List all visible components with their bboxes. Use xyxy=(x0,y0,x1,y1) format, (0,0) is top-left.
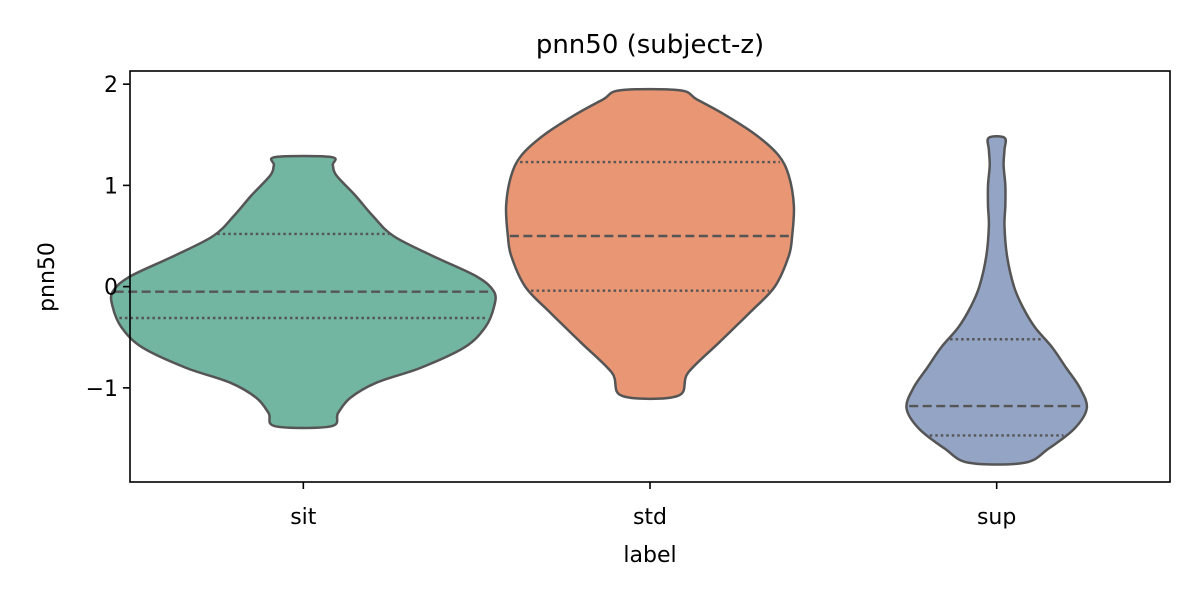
x-tick-label: sit xyxy=(290,505,317,530)
y-tick-label: 0 xyxy=(104,276,118,301)
chart-title: pnn50 (subject-z) xyxy=(536,30,764,60)
violin-body-sit xyxy=(109,154,497,430)
violin-sit xyxy=(109,154,497,430)
x-axis: sit std sup xyxy=(290,482,1016,530)
violin-body-std xyxy=(504,87,796,401)
x-tick-label: std xyxy=(633,505,667,530)
y-axis-label: pnn50 xyxy=(35,242,60,312)
y-tick-label: 2 xyxy=(104,73,118,98)
violins-layer xyxy=(109,87,1089,466)
violin-sup xyxy=(905,135,1089,466)
y-tick-label: 1 xyxy=(104,174,118,199)
x-axis-label: label xyxy=(623,543,676,568)
violin-std xyxy=(504,87,796,401)
y-axis: −1 0 1 2 xyxy=(86,73,130,402)
x-tick-label: sup xyxy=(977,505,1016,530)
y-tick-label: −1 xyxy=(86,377,118,402)
violin-body-sup xyxy=(905,135,1089,466)
